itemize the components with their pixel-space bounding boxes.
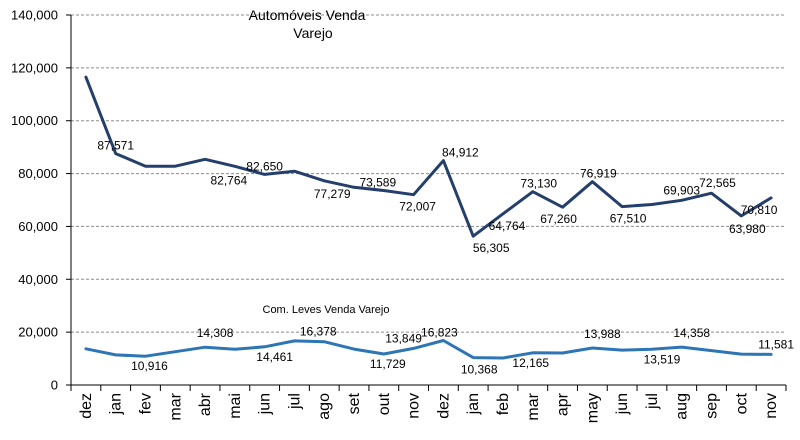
x-tick-label: mar [525,392,542,420]
y-tick-label: 60,000 [18,219,58,234]
y-tick-label: 140,000 [11,8,58,23]
x-tick-label: jun [257,393,274,415]
x-tick-label: dez [435,393,452,419]
data-label: 12,165 [512,356,549,370]
data-label: 10,916 [131,359,168,373]
y-tick-label: 20,000 [18,325,58,340]
data-label: 63,980 [729,222,766,236]
data-label: 13,988 [584,327,621,341]
data-label: 77,279 [314,187,351,201]
data-label: 69,903 [663,183,700,197]
x-tick-label: may [584,393,601,423]
x-tick-label: jul [644,393,661,410]
axes [66,14,787,391]
x-tick-label: fev [137,393,154,414]
data-label: 82,764 [211,173,248,187]
data-label: 76,919 [580,167,617,181]
data-label: 73,589 [359,176,396,190]
x-tick-label: mar [167,392,184,420]
data-label: 14,358 [673,326,710,340]
data-label: 16,378 [300,325,337,339]
chart-title-line-1: Automóveis Venda [249,7,366,23]
data-label: 16,823 [421,326,458,340]
series-annotation: Com. Leves Venda Varejo [263,304,390,316]
data-label: 14,308 [197,326,234,340]
y-tick-label: 0 [51,378,58,393]
x-tick-label: jan [465,393,482,415]
y-axis-ticks: 0 20,000 40,000 60,000 80,000 100,000 120,000 1… [11,8,58,393]
x-tick-label: jun [614,393,631,415]
y-tick-label: 40,000 [18,272,58,287]
x-tick-label: apr [555,392,572,416]
data-label: 84,912 [442,146,479,160]
x-tick-label: mai [227,393,244,419]
x-tick-label: aug [674,393,691,420]
data-label: 87,571 [97,139,134,153]
chart-titles: Automóveis Venda Varejo Com. Leves Venda V… [249,7,390,316]
data-label: 67,260 [540,212,577,226]
data-label: 64,764 [489,219,526,233]
x-tick-label: dez [78,393,95,419]
data-label: 11,729 [370,357,406,371]
x-tick-label: out [376,392,393,415]
data-label: 11,581 [758,337,794,351]
gridlines [71,14,786,333]
x-tick-label: set [346,392,363,414]
x-tick-label: nov [406,393,423,419]
x-tick-label: ago [316,393,333,420]
chart-title-line-2: Varejo [293,25,333,41]
series-lines [84,75,773,360]
x-tick-label: abr [197,392,214,416]
x-tick-label: feb [495,393,512,415]
series-line-com-leves [84,339,773,360]
data-label: 56,305 [473,241,510,255]
x-axis-ticks: dez jan fev mar abr mai jun jul ago set out nov dez j… [78,392,780,423]
data-label: 82,650 [246,159,283,173]
data-label: 73,130 [520,177,557,191]
y-tick-label: 120,000 [11,60,58,75]
x-tick-label: sep [704,393,721,419]
x-tick-label: jul [286,393,303,410]
data-label: 70,810 [741,203,778,217]
x-tick-label: nov [763,393,780,419]
data-label: 67,510 [610,212,647,226]
x-tick-label: oct [733,392,750,414]
data-label: 13,519 [644,352,681,366]
x-tick-label: jan [108,393,125,415]
data-label: 14,461 [256,350,293,364]
data-label: 10,368 [461,363,498,377]
y-tick-label: 100,000 [11,113,58,128]
data-label: 72,565 [699,176,736,190]
data-label: 13,849 [385,331,422,345]
series-line-automoveis [84,75,773,238]
y-tick-label: 80,000 [18,166,58,181]
data-label: 72,007 [399,200,436,214]
